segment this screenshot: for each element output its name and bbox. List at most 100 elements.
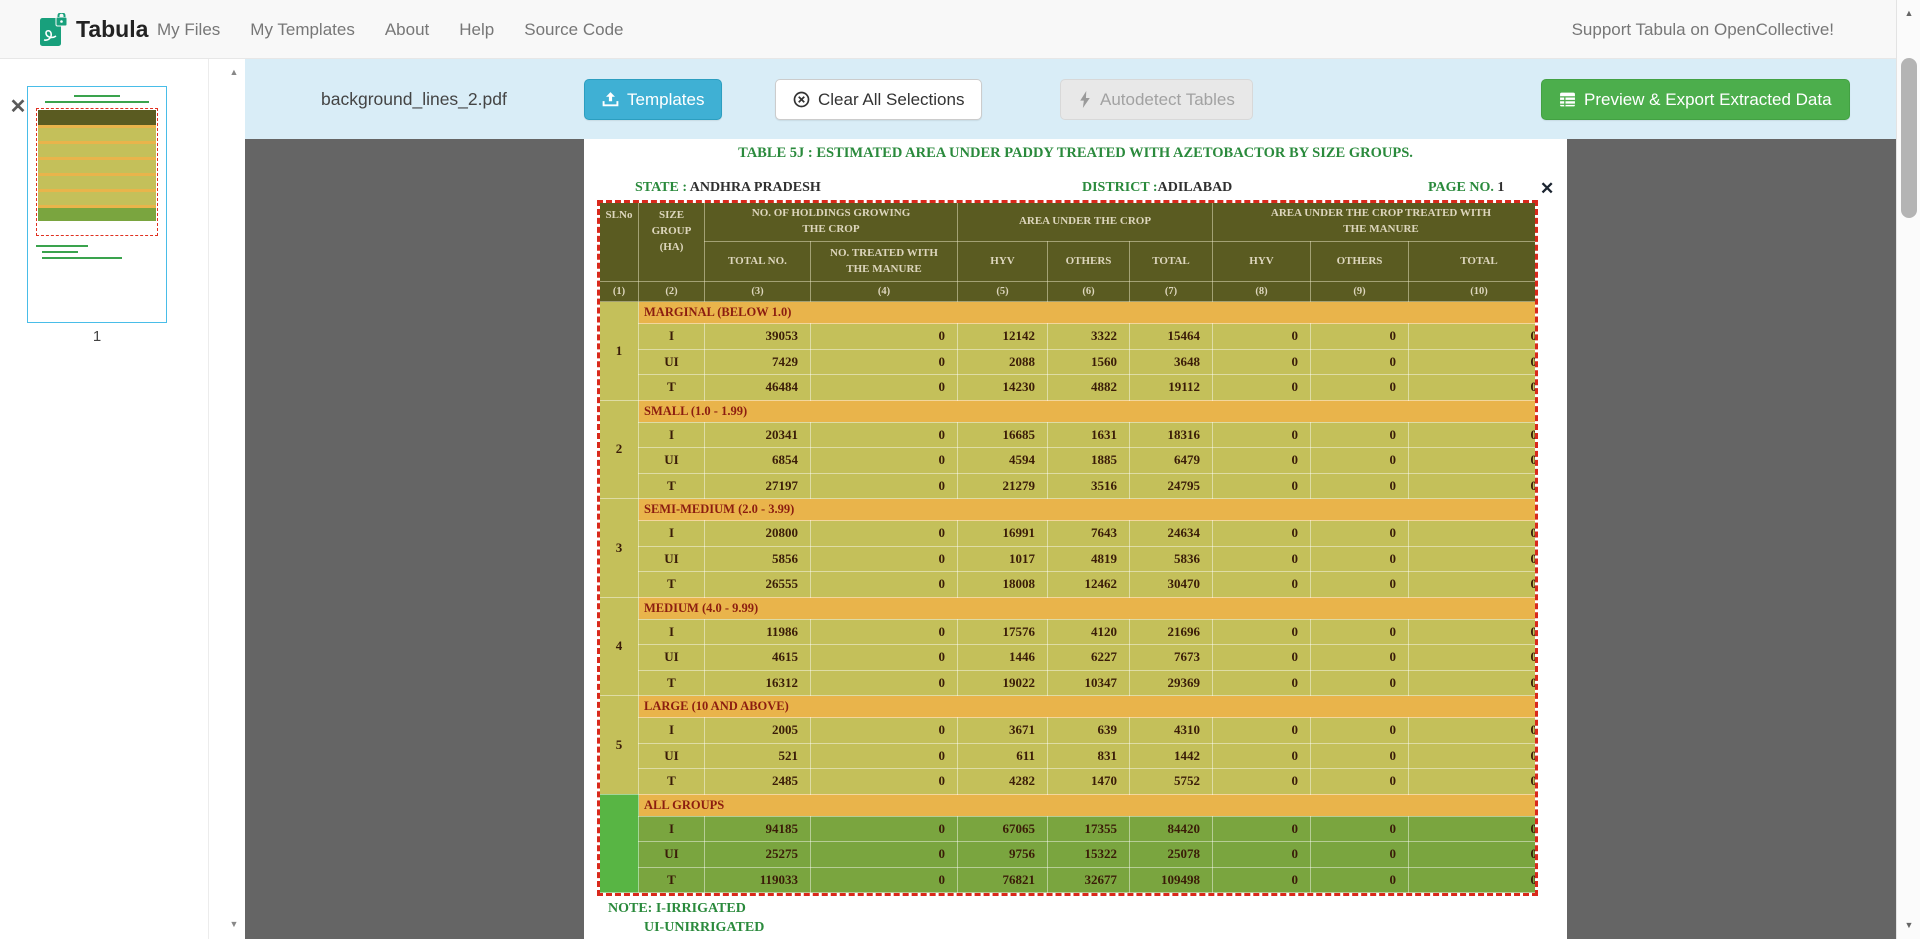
- mini-note-line: [42, 257, 123, 259]
- value-cell: 0: [1310, 717, 1409, 744]
- sidebar: ✕ 1 ▲ ▼: [0, 59, 245, 939]
- value-cell: 16685: [957, 421, 1048, 448]
- mini-table: [36, 108, 158, 236]
- main-scrollbar[interactable]: ▲ ▼: [1896, 0, 1920, 939]
- row-label-cell: I: [638, 717, 705, 744]
- value-cell: 1446: [957, 644, 1048, 671]
- value-cell: 5752: [1129, 768, 1213, 795]
- value-cell: 0: [810, 618, 958, 645]
- row-label-cell: UI: [638, 644, 705, 671]
- value-cell: 611: [957, 742, 1048, 769]
- autodetect-tables-button[interactable]: Autodetect Tables: [1060, 79, 1253, 120]
- value-cell: 26555: [704, 571, 811, 598]
- value-cell: 0: [1310, 348, 1409, 375]
- value-cell: 1885: [1047, 447, 1130, 474]
- value-cell: 4310: [1129, 717, 1213, 744]
- note-line-2: UI-UNIRRIGATED: [644, 920, 765, 935]
- value-cell: 0: [810, 742, 958, 769]
- value-cell: 46484: [704, 374, 811, 401]
- nav-item-about[interactable]: About: [384, 20, 430, 39]
- value-cell: 0: [1212, 421, 1311, 448]
- table-selection-box[interactable]: SLNo SIZE GROUP (HA) NO. OF HOLDINGS GRO…: [597, 200, 1538, 896]
- support-link[interactable]: Support Tabula on OpenCollective!: [1571, 20, 1834, 39]
- value-cell: 5856: [704, 545, 811, 572]
- template-save-icon: [602, 92, 619, 107]
- remove-selection-icon[interactable]: ✕: [1540, 179, 1555, 198]
- nav-item-my-templates[interactable]: My Templates: [250, 20, 355, 39]
- scrollbar-thumb[interactable]: [1901, 58, 1917, 218]
- value-cell: 0: [1212, 545, 1311, 572]
- value-cell: 2005: [704, 717, 811, 744]
- nav-item-my-files[interactable]: My Files: [157, 20, 221, 39]
- header-size-group: SIZE GROUP (HA): [638, 203, 705, 282]
- value-cell: 4819: [1047, 545, 1130, 572]
- table-row: I 39053 0 12142 3322 15464 0 0 0: [600, 323, 1535, 350]
- header-no-treated: NO. TREATED WITH THE MANURE: [810, 241, 958, 282]
- value-cell: 5836: [1129, 545, 1213, 572]
- tabula-logo-icon[interactable]: [40, 13, 68, 47]
- slno-cell: 4: [600, 596, 639, 696]
- value-cell: 16312: [704, 669, 811, 696]
- scroll-down-icon[interactable]: ▼: [1904, 920, 1914, 930]
- row-label-cell: T: [638, 768, 705, 795]
- row-label-cell: UI: [638, 841, 705, 868]
- row-label-cell: I: [638, 323, 705, 350]
- group-band-row: ALL GROUPS: [600, 793, 1535, 893]
- remove-page-icon[interactable]: ✕: [9, 96, 27, 118]
- brand-title[interactable]: Tabula: [76, 16, 149, 42]
- value-cell: 0: [1310, 669, 1409, 696]
- district-value: ADILABAD: [1157, 180, 1233, 195]
- value-cell: 12462: [1047, 571, 1130, 598]
- table-row: T 119033 0 76821 32677 109498 0 0 0: [600, 866, 1535, 893]
- slno-cell: [600, 793, 639, 893]
- page-no-text: PAGE NO. 1: [1428, 180, 1504, 196]
- table-row: I 20341 0 16685 1631 18316 0 0 0: [600, 421, 1535, 448]
- value-cell: 1470: [1047, 768, 1130, 795]
- value-cell: 0: [1408, 520, 1535, 547]
- autodetect-label: Autodetect Tables: [1100, 89, 1235, 109]
- value-cell: 0: [1212, 669, 1311, 696]
- col-number: (1): [600, 281, 639, 302]
- row-label-cell: UI: [638, 545, 705, 572]
- scroll-up-icon[interactable]: ▲: [1904, 8, 1914, 18]
- value-cell: 0: [1408, 374, 1535, 401]
- value-cell: 7643: [1047, 520, 1130, 547]
- sidebar-scroll-up-icon[interactable]: ▲: [229, 67, 239, 77]
- value-cell: 0: [1310, 768, 1409, 795]
- district-label: DISTRICT :: [1082, 180, 1158, 195]
- value-cell: 76821: [957, 866, 1048, 893]
- page-thumbnail[interactable]: [27, 86, 167, 323]
- nav-item-source-code[interactable]: Source Code: [524, 20, 624, 39]
- templates-button[interactable]: Templates: [584, 79, 723, 120]
- value-cell: 0: [1310, 742, 1409, 769]
- nav-menu: My Files My Templates About Help Source …: [142, 0, 638, 59]
- value-cell: 0: [810, 841, 958, 868]
- value-cell: 67065: [957, 815, 1048, 842]
- templates-label: Templates: [627, 89, 705, 109]
- value-cell: 0: [1310, 841, 1409, 868]
- value-cell: 3648: [1129, 348, 1213, 375]
- value-cell: 0: [1310, 374, 1409, 401]
- value-cell: 521: [704, 742, 811, 769]
- value-cell: 3516: [1047, 472, 1130, 499]
- value-cell: 2485: [704, 768, 811, 795]
- value-cell: 0: [1408, 348, 1535, 375]
- table-row: UI 7429 0 2088 1560 3648 0 0 0: [600, 348, 1535, 375]
- value-cell: 39053: [704, 323, 811, 350]
- value-cell: 14230: [957, 374, 1048, 401]
- value-cell: 0: [1310, 815, 1409, 842]
- nav-item-help[interactable]: Help: [459, 20, 495, 39]
- value-cell: 0: [1408, 841, 1535, 868]
- col-number: (7): [1129, 281, 1213, 302]
- clear-all-selections-button[interactable]: Clear All Selections: [775, 79, 983, 120]
- group-band-row: 4 MEDIUM (4.0 - 9.99): [600, 596, 1535, 696]
- value-cell: 7673: [1129, 644, 1213, 671]
- lightning-bolt-icon: [1080, 91, 1090, 108]
- preview-export-button[interactable]: Preview & Export Extracted Data: [1541, 79, 1850, 120]
- header-others-2: OTHERS: [1310, 241, 1409, 282]
- value-cell: 4594: [957, 447, 1048, 474]
- header-others-1: OTHERS: [1047, 241, 1130, 282]
- table-row: T 27197 0 21279 3516 24795 0 0 0: [600, 472, 1535, 499]
- mini-title-line: [73, 95, 121, 97]
- sidebar-scroll-down-icon[interactable]: ▼: [229, 919, 239, 929]
